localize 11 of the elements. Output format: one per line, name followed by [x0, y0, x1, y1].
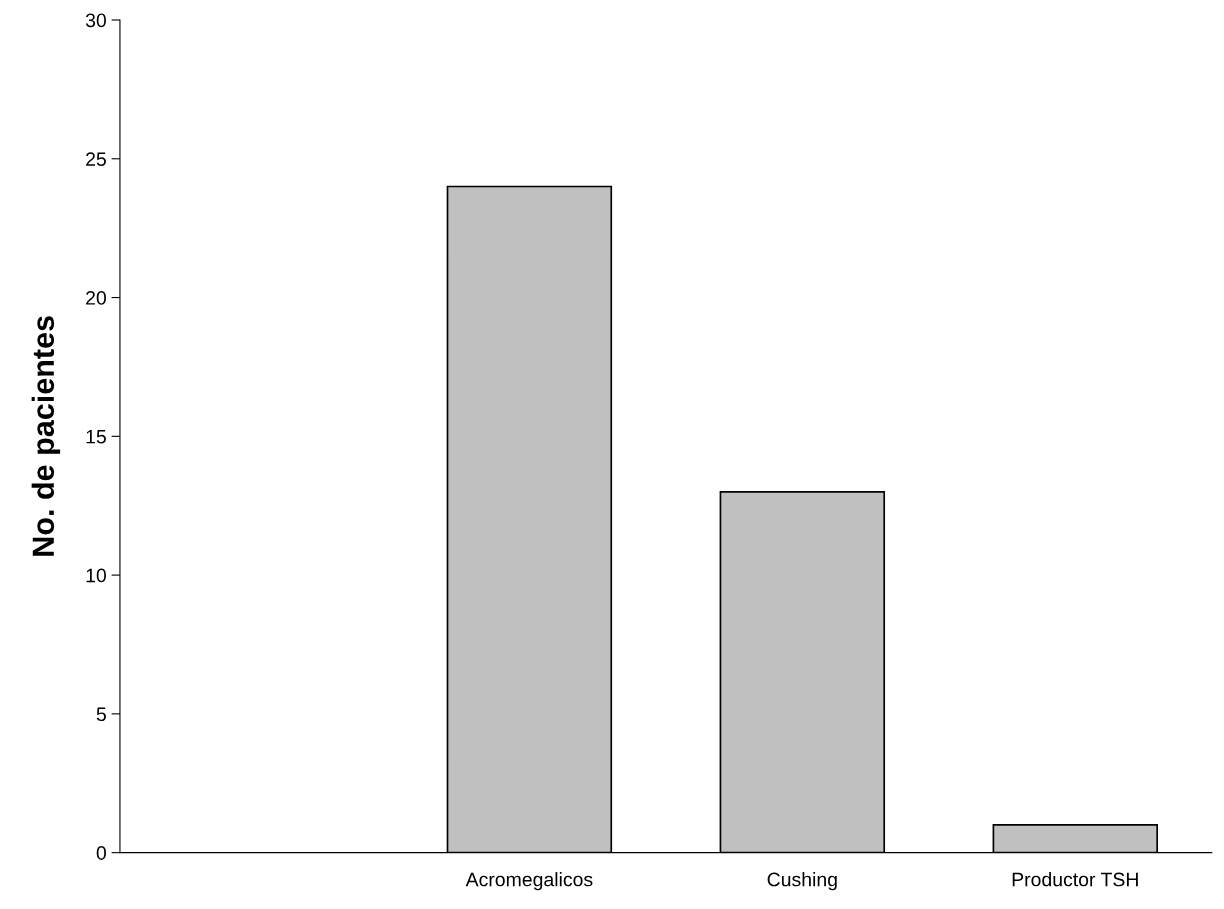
y-tick-label: 15	[86, 429, 106, 444]
x-tick-label: Cushing	[767, 872, 837, 891]
y-tick-label: 0	[96, 846, 106, 860]
y-tick-label: 10	[86, 568, 106, 583]
y-tick-label: 5	[96, 707, 106, 722]
y-tick-label: 20	[86, 291, 106, 305]
x-tick-label: Acromegalicos	[465, 872, 593, 891]
y-tick-label: 25	[86, 152, 106, 167]
y-tick-label: 30	[85, 13, 106, 28]
y-axis-title: No. de pacientes	[31, 316, 61, 556]
x-tick-label: Productor TSH	[1012, 872, 1138, 887]
